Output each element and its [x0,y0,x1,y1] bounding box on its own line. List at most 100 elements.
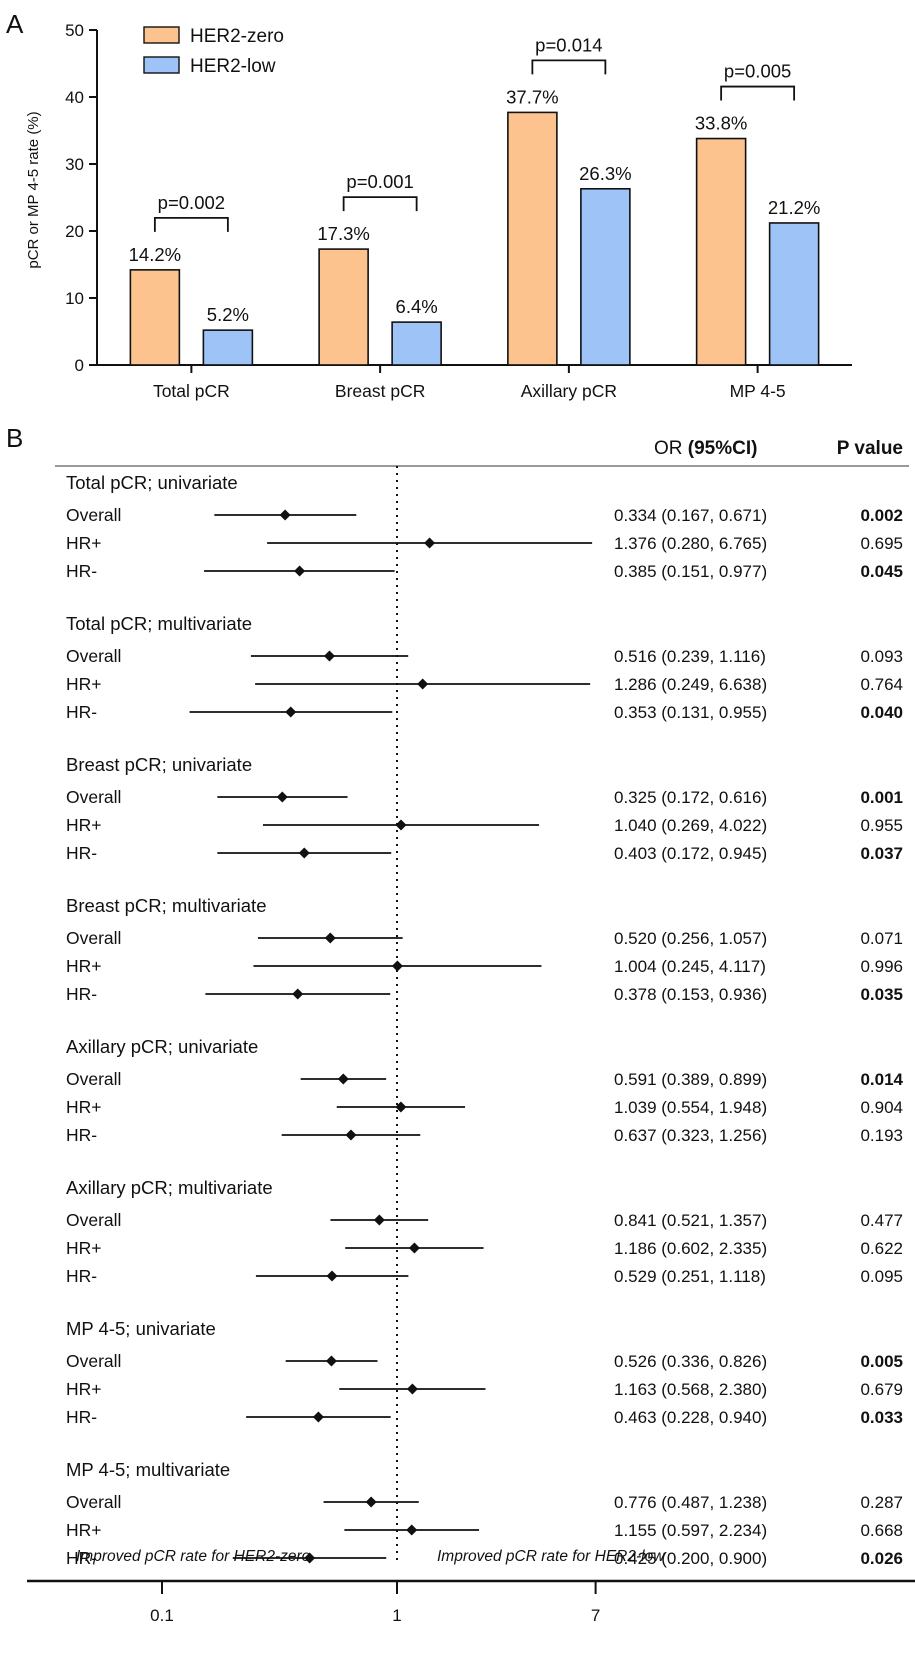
or-ci-value: 0.425 (0.200, 0.900) [614,1549,767,1568]
left-annotation: Improved pCR rate for HER2-zero [76,1548,311,1565]
row-label: HR+ [66,956,102,976]
row-label: HR+ [66,1379,102,1399]
row-label: HR- [66,984,97,1004]
bar-her2-zero [507,111,558,366]
row-label: HR- [66,1407,97,1427]
bar-her2-low [391,321,442,366]
or-point [391,960,403,972]
or-ci-value: 0.463 (0.228, 0.940) [614,1408,767,1427]
p-value: 0.026 [860,1549,903,1568]
y-tick-label: 50 [65,21,84,40]
significance-bracket [342,196,418,212]
p-value: 0.955 [860,816,903,835]
or-point [345,1129,357,1141]
or-ci-value: 0.776 (0.487, 1.238) [614,1493,767,1512]
or-header-label: OR [654,438,683,459]
p-value: 0.040 [860,703,903,722]
group-title: Total pCR; multivariate [66,613,252,634]
p-value: 0.002 [860,506,903,525]
data-label: 17.3% [317,223,369,244]
row-label: Overall [66,928,121,948]
group-title: Total pCR; univariate [66,472,238,493]
y-tick-label: 40 [65,88,84,107]
row-label: HR+ [66,533,102,553]
or-ci-value: 1.163 (0.568, 2.380) [614,1380,767,1399]
legend-label: HER2-zero [190,26,284,47]
x-tick-label: 7 [591,1606,600,1625]
or-ci-value: 0.526 (0.336, 0.826) [614,1352,767,1371]
or-ci-value: 0.520 (0.256, 1.057) [614,929,767,948]
group-title: Axillary pCR; univariate [66,1036,258,1057]
or-ci-value: 1.376 (0.280, 6.765) [614,534,767,553]
row-label: HR- [66,702,97,722]
or-point [373,1214,385,1226]
x-tick-label: Axillary pCR [521,381,617,401]
or-ci-value: 1.040 (0.269, 4.022) [614,816,767,835]
row-label: Overall [66,1492,121,1512]
data-label: 14.2% [129,244,181,265]
or-ci-value: 0.403 (0.172, 0.945) [614,844,767,863]
p-value-annotation: p=0.002 [158,192,225,213]
x-tick-label: 1 [392,1606,401,1625]
or-point [395,819,407,831]
ci-header-label: (95%CI) [688,438,758,459]
p-value: 0.668 [860,1521,903,1540]
or-point [292,988,304,1000]
bar-chart: 0 10 20 30 40 50 Total pCR 14.2% 5.2% p=0.002 Brea… [65,21,852,401]
significance-bracket [720,85,796,101]
p-value-annotation: p=0.014 [535,34,602,55]
or-point [337,1073,349,1085]
x-tick-label: Total pCR [153,381,230,401]
significance-bracket [531,59,607,75]
legend-swatch [143,56,180,74]
row-label: Overall [66,505,121,525]
group-title: MP 4-5; univariate [66,1318,216,1339]
or-ci-value: 1.186 (0.602, 2.335) [614,1239,767,1258]
panel-a-label: A [6,9,24,39]
or-ci-value: 1.155 (0.597, 2.234) [614,1521,767,1540]
panel-b-label: B [6,423,23,453]
p-value: 0.045 [860,562,903,581]
p-value: 0.904 [860,1098,903,1117]
p-value: 0.695 [860,534,903,553]
p-value: 0.035 [860,985,903,1004]
p-value: 0.005 [860,1352,903,1371]
or-point [395,1101,407,1113]
p-value: 0.193 [860,1126,903,1145]
p-value-annotation: p=0.001 [346,171,413,192]
or-point [365,1496,377,1508]
p-value: 0.001 [860,788,903,807]
bar-her2-low [202,329,254,366]
row-label: HR+ [66,1520,102,1540]
data-label: 33.8% [695,113,747,134]
or-column-header: OR (95%CI) [654,438,757,459]
or-point [285,706,297,718]
p-value: 0.014 [860,1070,903,1089]
bar-her2-zero [695,137,747,366]
p-value: 0.037 [860,844,903,863]
legend-label: HER2-low [190,56,276,77]
x-tick-label: MP 4-5 [730,381,786,401]
row-label: HR+ [66,1097,102,1117]
row-label: HR- [66,843,97,863]
row-label: HR- [66,561,97,581]
significance-bracket [153,216,229,232]
data-label: 21.2% [768,197,820,218]
p-value-annotation: p=0.005 [724,61,791,82]
x-tick-label: 0.1 [150,1606,174,1625]
group-title: Breast pCR; univariate [66,754,252,775]
legend-swatch [143,26,180,44]
data-label: 37.7% [506,86,558,107]
row-label: HR- [66,1266,97,1286]
p-value: 0.996 [860,957,903,976]
or-point [279,509,291,521]
p-value: 0.033 [860,1408,903,1427]
row-label: HR+ [66,1238,102,1258]
forest-plot: Total pCR; univariate Overall 0.334 (0.167… [27,466,915,1625]
or-point [424,537,436,549]
p-value: 0.093 [860,647,903,666]
data-label: 6.4% [396,296,438,317]
or-ci-value: 0.378 (0.153, 0.936) [614,985,767,1004]
p-value: 0.679 [860,1380,903,1399]
